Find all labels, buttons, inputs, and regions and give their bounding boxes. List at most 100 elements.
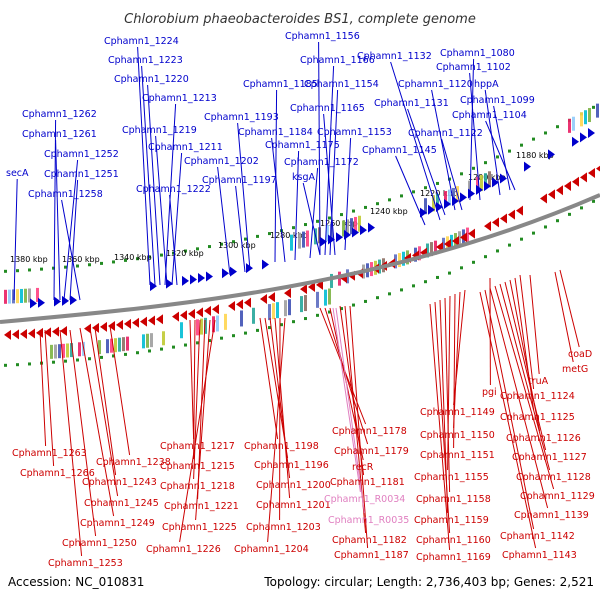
forward-gene-label[interactable]: ksgA <box>292 172 315 183</box>
reverse-gene-label[interactable]: Cphamn1_1127 <box>512 452 587 463</box>
forward-gene-label[interactable]: Cphamn1_1099 <box>460 95 535 106</box>
reverse-gene-label[interactable]: Cphamn1_1160 <box>416 535 491 546</box>
reverse-gene-label[interactable]: Cphamn1_1169 <box>416 552 491 563</box>
reverse-gene-label[interactable]: Cphamn1_1225 <box>162 522 237 533</box>
leader-line <box>323 113 336 256</box>
reverse-gene-label[interactable]: Cphamn1_1203 <box>246 522 321 533</box>
feature-box <box>434 240 437 255</box>
reverse-gene-label[interactable]: Cphamn1_1204 <box>234 544 309 555</box>
forward-gene-label[interactable]: Cphamn1_1251 <box>44 169 119 180</box>
reverse-gene-label[interactable]: Cphamn1_1158 <box>416 494 491 505</box>
reverse-gene-label[interactable]: Cphamn1_1151 <box>420 450 495 461</box>
forward-gene-label[interactable]: Cphamn1_1220 <box>114 74 189 85</box>
tick-dot <box>376 296 379 300</box>
forward-gene-label[interactable]: Cphamn1_1156 <box>285 31 360 42</box>
reverse-gene-label[interactable]: coaD <box>568 349 592 360</box>
forward-gene-label[interactable]: Cphamn1_1222 <box>136 184 211 195</box>
forward-gene-label[interactable]: hppA <box>474 79 499 90</box>
reverse-gene-label[interactable]: Cphamn1_1201 <box>256 500 331 511</box>
forward-gene-label[interactable]: Cphamn1_1154 <box>304 79 379 90</box>
reverse-gene-label[interactable]: Cphamn1_1129 <box>520 491 595 502</box>
leader-line <box>324 65 335 256</box>
reverse-gene-label[interactable]: metG <box>562 364 588 375</box>
reverse-gene-label[interactable]: truA <box>528 376 549 387</box>
reverse-gene-label[interactable]: Cphamn1_1218 <box>160 481 235 492</box>
reverse-gene-label[interactable]: Cphamn1_1142 <box>500 531 575 542</box>
forward-gene-label[interactable]: Cphamn1_1153 <box>317 127 392 138</box>
forward-gene-label[interactable]: Cphamn1_1252 <box>44 149 119 160</box>
reverse-gene-label[interactable]: Cphamn1_1226 <box>146 544 221 555</box>
reverse-gene-label[interactable]: Cphamn1_1125 <box>500 412 575 423</box>
forward-gene-label[interactable]: Cphamn1_1104 <box>452 110 527 121</box>
forward-gene-label[interactable]: Cphamn1_1185 <box>243 79 318 90</box>
forward-gene-label[interactable]: Cphamn1_1219 <box>122 125 197 136</box>
forward-gene-label[interactable]: Cphamn1_1131 <box>374 98 449 109</box>
forward-gene-label[interactable]: Cphamn1_1184 <box>238 127 313 138</box>
forward-gene-label[interactable]: Cphamn1_1197 <box>202 175 277 186</box>
reverse-gene-label[interactable]: Cphamn1_1128 <box>516 472 591 483</box>
tick-dot <box>580 206 583 210</box>
forward-gene-label[interactable]: Cphamn1_1261 <box>22 129 97 140</box>
forward-gene-label[interactable]: Cphamn1_1145 <box>362 145 437 156</box>
forward-gene-label[interactable]: Cphamn1_1213 <box>142 93 217 104</box>
gene-arrow <box>556 185 563 196</box>
reverse-gene-label[interactable]: Cphamn1_1249 <box>80 518 155 529</box>
reverse-gene-label[interactable]: Cphamn1_1182 <box>332 535 407 546</box>
forward-gene-label[interactable]: Cphamn1_1202 <box>184 156 259 167</box>
forward-gene-label[interactable]: Cphamn1_1175 <box>265 140 340 151</box>
forward-gene-label[interactable]: Cphamn1_1120 <box>398 79 473 90</box>
ruler-tick-label: 1180 kbp <box>516 151 554 160</box>
reverse-gene-label[interactable]: Cphamn1_1143 <box>502 550 577 561</box>
tick-dot <box>460 266 463 270</box>
reverse-gene-label[interactable]: Cphamn1_1178 <box>332 426 407 437</box>
forward-gene-label[interactable]: Cphamn1_1172 <box>284 157 359 168</box>
forward-gene-label[interactable]: secA <box>6 168 29 179</box>
reverse-gene-label[interactable]: Cphamn1_1124 <box>500 391 575 402</box>
reverse-gene-label[interactable]: Cphamn1_1245 <box>84 498 159 509</box>
tick-dot <box>304 223 307 227</box>
forward-gene-label[interactable]: Cphamn1_1102 <box>436 62 511 73</box>
reverse-gene-label[interactable]: Cphamn1_1266 <box>20 468 95 479</box>
reverse-gene-label[interactable]: Cphamn1_1181 <box>330 477 405 488</box>
rna-feature-label[interactable]: Cphamn1_R0035 <box>328 515 409 526</box>
forward-gene-label[interactable]: Cphamn1_1165 <box>290 103 365 114</box>
reverse-gene-label[interactable]: Cphamn1_1215 <box>160 461 235 472</box>
reverse-gene-label[interactable]: Cphamn1_1187 <box>334 550 409 561</box>
rna-feature-label[interactable]: Cphamn1_R0034 <box>324 494 405 505</box>
forward-gene-label[interactable]: Cphamn1_1132 <box>357 51 432 62</box>
forward-gene-label[interactable]: Cphamn1_1258 <box>28 189 103 200</box>
leader-line <box>429 303 451 551</box>
feature-box <box>488 171 491 188</box>
forward-gene-label[interactable]: Cphamn1_1223 <box>108 55 183 66</box>
feature-box <box>240 310 243 327</box>
reverse-gene-label[interactable]: Cphamn1_1200 <box>256 480 331 491</box>
forward-gene-label[interactable]: Cphamn1_1166 <box>300 55 375 66</box>
reverse-gene-label[interactable]: Cphamn1_1139 <box>514 510 589 521</box>
forward-gene-label[interactable]: Cphamn1_1193 <box>204 112 279 123</box>
reverse-gene-label[interactable]: Cphamn1_1238 <box>96 457 171 468</box>
tick-dot <box>148 255 151 259</box>
reverse-gene-label[interactable]: pgi <box>482 387 497 398</box>
reverse-gene-label[interactable]: Cphamn1_1179 <box>334 446 409 457</box>
forward-gene-label[interactable]: Cphamn1_1224 <box>104 36 179 47</box>
reverse-gene-label[interactable]: Cphamn1_1149 <box>420 407 495 418</box>
forward-gene-label[interactable]: Cphamn1_1080 <box>440 48 515 59</box>
forward-gene-label[interactable]: Cphamn1_1262 <box>22 109 97 120</box>
reverse-gene-label[interactable]: Cphamn1_1150 <box>420 430 495 441</box>
reverse-gene-label[interactable]: Cphamn1_1243 <box>82 477 157 488</box>
reverse-gene-label[interactable]: Cphamn1_1196 <box>254 460 329 471</box>
reverse-gene-label[interactable]: Cphamn1_1159 <box>414 515 489 526</box>
reverse-gene-label[interactable]: recR <box>352 462 374 473</box>
reverse-gene-label[interactable]: Cphamn1_1126 <box>506 433 581 444</box>
reverse-gene-label[interactable]: Cphamn1_1155 <box>414 472 489 483</box>
reverse-gene-label[interactable]: Cphamn1_1250 <box>62 538 137 549</box>
tick-dot <box>400 194 403 198</box>
reverse-gene-label[interactable]: Cphamn1_1217 <box>160 441 235 452</box>
reverse-gene-label[interactable]: Cphamn1_1263 <box>12 448 87 459</box>
gene-arrow <box>156 314 163 325</box>
reverse-gene-label[interactable]: Cphamn1_1253 <box>48 558 123 569</box>
reverse-gene-label[interactable]: Cphamn1_1221 <box>164 501 239 512</box>
reverse-gene-label[interactable]: Cphamn1_1198 <box>244 441 319 452</box>
forward-gene-label[interactable]: Cphamn1_1122 <box>408 128 483 139</box>
forward-gene-label[interactable]: Cphamn1_1211 <box>148 142 223 153</box>
